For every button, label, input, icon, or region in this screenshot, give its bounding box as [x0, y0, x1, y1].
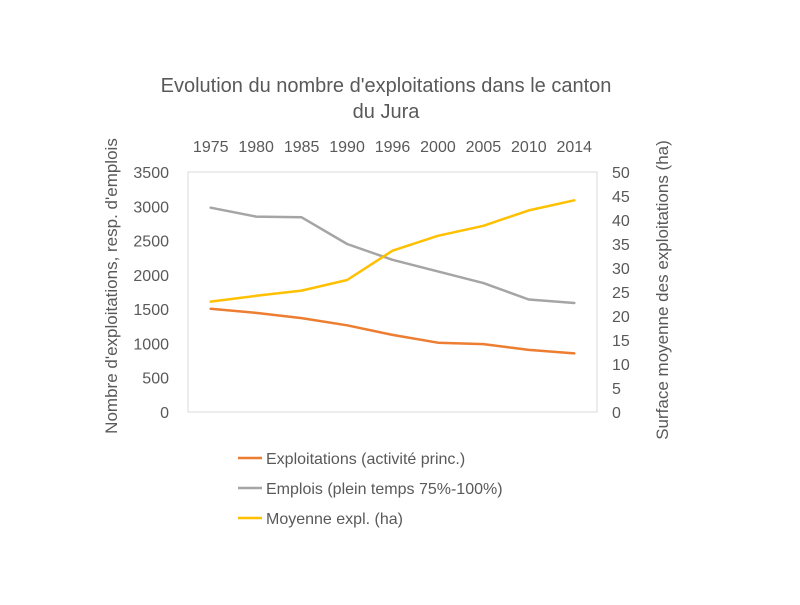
right-tick-label: 0	[612, 405, 621, 422]
x-tick-label: 1996	[375, 139, 411, 156]
legend-item-exploitations: Exploitations (activité princ.)	[238, 451, 465, 468]
right-tick-label: 50	[612, 165, 630, 182]
legend-item-moyenne: Moyenne expl. (ha)	[238, 511, 403, 528]
chart-title-line-1: Evolution du nombre d'exploitations dans…	[161, 75, 612, 97]
x-tick-label: 1990	[329, 139, 365, 156]
x-tick-label: 2005	[466, 139, 502, 156]
left-tick-label: 0	[160, 405, 169, 422]
left-tick-label: 500	[142, 371, 169, 388]
legend-label-emplois: Emplois (plein temps 75%-100%)	[266, 481, 503, 498]
x-axis-tick-labels: 1975 1980 1985 1990 1996 2000 2005 2010 2014	[193, 139, 592, 156]
right-tick-label: 10	[612, 357, 630, 374]
right-tick-label: 35	[612, 237, 630, 254]
right-tick-label: 30	[612, 261, 630, 278]
series-line-1	[209, 206, 576, 305]
left-tick-label: 3000	[133, 199, 169, 216]
right-axis-title: Surface moyenne des exploitations (ha)	[653, 140, 672, 440]
legend-label-exploitations: Exploitations (activité princ.)	[266, 451, 465, 468]
series-line-0	[209, 307, 576, 355]
left-tick-label: 2000	[133, 268, 169, 285]
x-tick-label: 1985	[284, 139, 320, 156]
x-tick-label: 2014	[556, 139, 592, 156]
x-tick-label: 1975	[193, 139, 229, 156]
chart-title-line-2: du Jura	[353, 101, 421, 123]
right-tick-label: 5	[612, 381, 621, 398]
right-tick-label: 45	[612, 189, 630, 206]
right-tick-label: 20	[612, 309, 630, 326]
right-tick-label: 25	[612, 285, 630, 302]
right-tick-label: 40	[612, 213, 630, 230]
x-tick-label: 2010	[511, 139, 547, 156]
x-tick-label: 2000	[420, 139, 456, 156]
legend: Exploitations (activité princ.) Emplois …	[238, 451, 503, 528]
left-axis-title: Nombre d'exploitations, resp. d'emplois	[102, 138, 121, 434]
legend-item-emplois: Emplois (plein temps 75%-100%)	[238, 481, 503, 498]
x-tick-label: 1980	[238, 139, 274, 156]
legend-label-moyenne: Moyenne expl. (ha)	[266, 511, 403, 528]
left-tick-label: 3500	[133, 165, 169, 182]
right-axis-tick-labels: 0 5 10 15 20 25 30 35 40 45 50	[612, 165, 630, 422]
left-tick-label: 1500	[133, 302, 169, 319]
right-tick-label: 15	[612, 333, 630, 350]
plot-area-border	[187, 171, 598, 413]
series-lines	[209, 199, 576, 355]
series-line-2	[209, 199, 576, 303]
left-tick-label: 1000	[133, 336, 169, 353]
left-tick-label: 2500	[133, 234, 169, 251]
left-axis-tick-labels: 0 500 1000 1500 2000 2500 3000 3500	[133, 165, 169, 422]
